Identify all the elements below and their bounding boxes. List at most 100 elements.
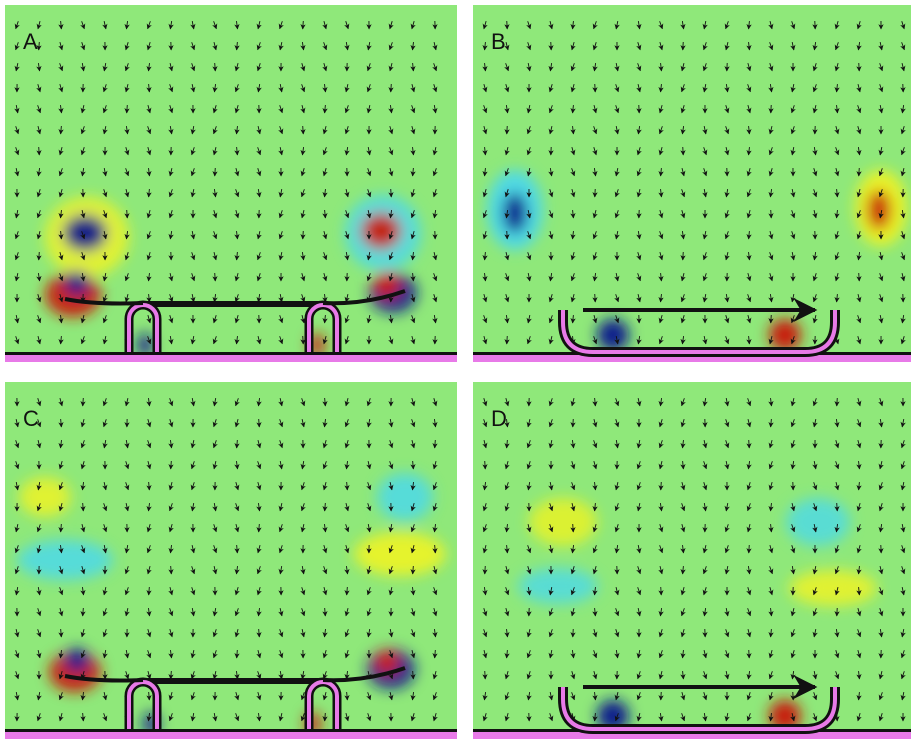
velocity-arrow <box>300 629 306 638</box>
velocity-arrow <box>702 587 708 596</box>
velocity-arrow <box>14 231 20 240</box>
velocity-arrow <box>658 629 664 638</box>
velocity-arrow <box>410 650 416 659</box>
velocity-arrow <box>212 607 218 617</box>
velocity-arrow <box>58 42 64 51</box>
velocity-arrow <box>190 502 196 512</box>
velocity-arrow <box>746 524 752 533</box>
velocity-arrow <box>300 482 306 491</box>
velocity-arrow <box>146 315 152 324</box>
velocity-arrow <box>702 482 708 491</box>
velocity-arrow <box>322 545 328 554</box>
velocity-arrow <box>592 231 598 240</box>
velocity-arrow <box>592 126 598 135</box>
velocity-arrow <box>504 608 510 617</box>
velocity-arrow <box>344 629 350 638</box>
velocity-arrow <box>592 481 598 491</box>
velocity-arrow <box>344 105 350 114</box>
velocity-arrow <box>636 273 642 282</box>
velocity-arrow <box>482 440 488 449</box>
velocity-arrow <box>658 293 664 303</box>
velocity-arrow <box>834 587 840 596</box>
velocity-arrow <box>768 523 774 533</box>
velocity-arrow <box>102 84 108 93</box>
velocity-arrow <box>482 231 488 240</box>
velocity-arrow <box>878 461 884 470</box>
velocity-arrow <box>234 482 240 491</box>
velocity-arrow <box>344 565 350 575</box>
velocity-arrow <box>190 482 196 491</box>
velocity-arrow <box>746 482 752 491</box>
velocity-arrow <box>614 419 620 428</box>
velocity-arrow <box>856 336 862 345</box>
velocity-arrow <box>256 628 262 638</box>
velocity-arrow <box>58 439 64 449</box>
velocity-arrow <box>36 419 42 428</box>
velocity-arrow <box>102 544 108 554</box>
velocity-arrow <box>366 41 372 51</box>
velocity-arrow <box>724 460 730 470</box>
velocity-arrow <box>746 335 752 345</box>
velocity-arrow <box>234 503 240 512</box>
velocity-arrow <box>570 482 576 491</box>
velocity-arrow <box>300 315 306 324</box>
velocity-arrow <box>212 524 218 533</box>
velocity-arrow <box>234 524 240 533</box>
velocity-arrow <box>614 315 620 324</box>
velocity-arrow <box>790 545 796 554</box>
velocity-arrow <box>878 273 884 282</box>
velocity-arrow <box>124 587 130 596</box>
velocity-arrow <box>526 167 532 177</box>
velocity-arrow <box>636 84 642 93</box>
velocity-arrow <box>14 523 20 533</box>
velocity-arrow <box>746 84 752 93</box>
velocity-arrow <box>410 691 416 701</box>
velocity-arrow <box>878 294 884 303</box>
velocity-arrow <box>768 607 774 617</box>
velocity-arrow <box>592 210 598 219</box>
velocity-arrow <box>36 398 42 407</box>
velocity-arrow <box>812 713 818 722</box>
velocity-arrow <box>570 398 576 407</box>
velocity-arrow <box>366 314 372 324</box>
velocity-arrow <box>900 147 906 156</box>
velocity-arrow <box>526 440 532 449</box>
velocity-arrow <box>812 189 818 198</box>
velocity-arrow <box>658 188 664 198</box>
velocity-arrow <box>614 189 620 198</box>
vortex-blob <box>354 532 446 576</box>
velocity-arrow <box>658 397 664 407</box>
velocity-arrow <box>410 126 416 135</box>
velocity-arrow <box>58 273 64 282</box>
vortex-blob <box>361 213 401 249</box>
velocity-arrow <box>526 461 532 470</box>
velocity-arrow <box>388 209 394 219</box>
velocity-arrow <box>432 692 438 701</box>
velocity-arrow <box>834 188 840 198</box>
velocity-arrow <box>432 209 438 219</box>
velocity-arrow <box>900 314 906 324</box>
velocity-arrow <box>878 146 884 156</box>
velocity-arrow <box>548 84 554 93</box>
velocity-arrow <box>592 252 598 261</box>
velocity-arrow <box>856 398 862 407</box>
velocity-arrow <box>834 147 840 156</box>
velocity-arrow <box>790 210 796 219</box>
velocity-arrow <box>322 42 328 51</box>
velocity-arrow <box>388 691 394 701</box>
velocity-arrow <box>834 650 840 659</box>
velocity-arrow <box>124 230 130 240</box>
velocity-arrow <box>14 252 20 261</box>
velocity-arrow <box>592 586 598 596</box>
velocity-arrow <box>680 315 686 324</box>
velocity-arrow <box>190 692 196 701</box>
velocity-arrow <box>366 461 372 470</box>
velocity-arrow <box>278 251 284 261</box>
velocity-arrow <box>168 629 174 638</box>
velocity-arrow <box>300 230 306 240</box>
velocity-arrow <box>548 294 554 303</box>
velocity-arrow <box>812 273 818 282</box>
velocity-arrow <box>58 314 64 324</box>
velocity-arrow <box>14 629 20 638</box>
velocity-arrow <box>102 189 108 198</box>
